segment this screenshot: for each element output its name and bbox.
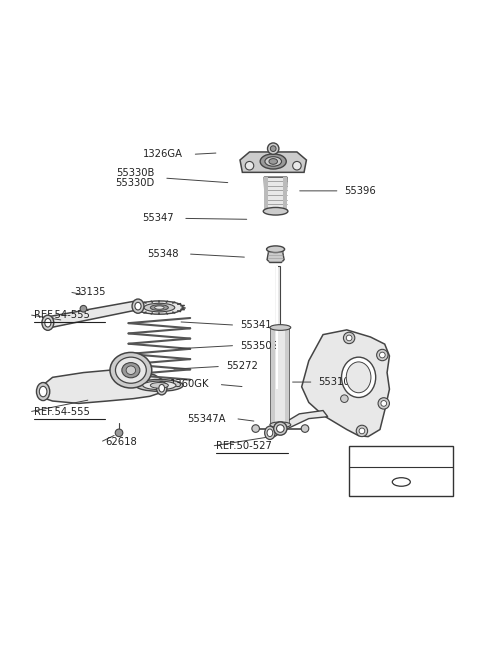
Ellipse shape	[269, 159, 277, 164]
Bar	[276, 266, 277, 389]
Circle shape	[301, 424, 309, 432]
Ellipse shape	[346, 362, 371, 393]
Polygon shape	[267, 249, 284, 263]
Text: 55341: 55341	[240, 320, 272, 330]
Text: REF.54-555: REF.54-555	[34, 407, 89, 417]
Bar	[276, 266, 280, 389]
Ellipse shape	[135, 303, 141, 310]
Circle shape	[293, 161, 301, 170]
Ellipse shape	[122, 363, 140, 378]
Circle shape	[115, 429, 123, 437]
Text: REF.50-527: REF.50-527	[216, 441, 272, 451]
Text: 33135: 33135	[74, 287, 106, 297]
Text: 1731JF: 1731JF	[384, 451, 419, 462]
Text: 55350S: 55350S	[240, 341, 278, 350]
Ellipse shape	[136, 301, 183, 314]
Ellipse shape	[265, 157, 281, 166]
Text: 1326GA: 1326GA	[143, 149, 183, 159]
Ellipse shape	[266, 246, 285, 253]
Text: 62618: 62618	[105, 438, 136, 447]
Ellipse shape	[143, 381, 176, 390]
Text: 1360GK: 1360GK	[169, 379, 209, 390]
Polygon shape	[266, 411, 328, 437]
Ellipse shape	[276, 424, 284, 432]
Circle shape	[80, 305, 87, 312]
Ellipse shape	[342, 357, 376, 398]
Ellipse shape	[264, 426, 275, 440]
Bar	[283, 177, 287, 212]
Bar	[286, 328, 289, 424]
Circle shape	[381, 401, 386, 406]
Ellipse shape	[39, 386, 47, 397]
Circle shape	[346, 335, 352, 341]
Circle shape	[245, 161, 254, 170]
Text: 55310: 55310	[318, 377, 350, 387]
Text: 55347: 55347	[142, 214, 174, 223]
Bar	[264, 177, 268, 212]
Ellipse shape	[155, 306, 164, 309]
Polygon shape	[38, 370, 167, 403]
Ellipse shape	[132, 299, 144, 313]
Ellipse shape	[150, 305, 168, 310]
Ellipse shape	[156, 382, 167, 395]
Ellipse shape	[116, 357, 146, 383]
Ellipse shape	[36, 383, 50, 401]
Circle shape	[343, 332, 355, 344]
Circle shape	[252, 424, 260, 432]
Ellipse shape	[159, 384, 165, 392]
Text: 55348: 55348	[147, 249, 179, 259]
Ellipse shape	[260, 154, 286, 169]
Polygon shape	[264, 177, 287, 212]
Ellipse shape	[274, 422, 287, 435]
Ellipse shape	[110, 352, 152, 388]
Circle shape	[267, 143, 279, 155]
Ellipse shape	[392, 477, 410, 486]
Circle shape	[380, 352, 385, 358]
Text: 55347A: 55347A	[187, 413, 226, 424]
Text: REF.54-555: REF.54-555	[34, 310, 89, 320]
Ellipse shape	[270, 325, 291, 330]
Ellipse shape	[263, 208, 288, 215]
Polygon shape	[301, 330, 389, 437]
Text: 55396: 55396	[344, 186, 376, 196]
Ellipse shape	[136, 379, 183, 391]
Ellipse shape	[126, 366, 136, 375]
Text: 55272: 55272	[226, 362, 258, 371]
Ellipse shape	[42, 315, 54, 330]
Polygon shape	[240, 152, 306, 172]
Ellipse shape	[267, 429, 273, 437]
Ellipse shape	[270, 422, 291, 428]
Circle shape	[359, 428, 365, 434]
Circle shape	[378, 398, 389, 409]
Polygon shape	[271, 328, 289, 424]
Circle shape	[377, 349, 388, 361]
Polygon shape	[44, 301, 140, 328]
Circle shape	[356, 425, 368, 437]
Bar	[349, 446, 454, 496]
Text: 55330B
55330D: 55330B 55330D	[115, 168, 155, 189]
Bar	[271, 328, 275, 424]
Circle shape	[270, 146, 276, 151]
Ellipse shape	[45, 318, 51, 327]
Ellipse shape	[144, 303, 175, 312]
Circle shape	[341, 395, 348, 402]
Ellipse shape	[150, 383, 168, 388]
